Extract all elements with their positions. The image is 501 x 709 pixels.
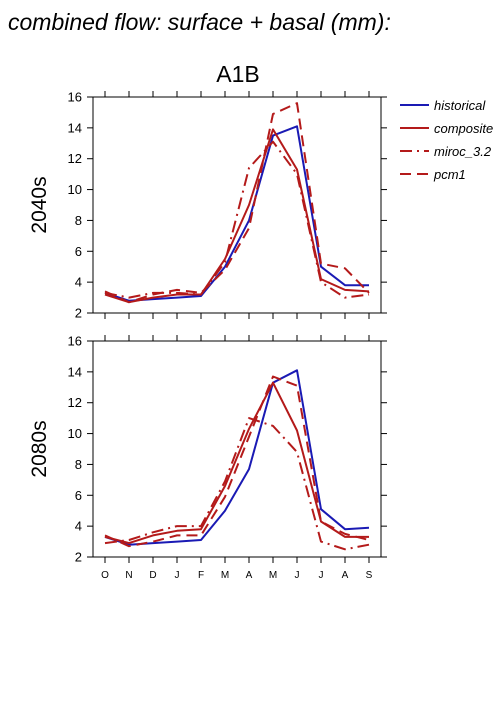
y-tick-label: 8 <box>75 457 82 472</box>
y-tick-label: 2 <box>75 306 82 321</box>
y-tick-label: 8 <box>75 213 82 228</box>
plot-frame <box>92 96 382 314</box>
legend-label: pcm1 <box>433 167 466 182</box>
series-line-composite <box>104 128 370 304</box>
legend: historical composite miroc_3.2 pcm1 <box>400 98 493 182</box>
series-line-miroc_3.2 <box>104 140 370 299</box>
x-tick-label: J <box>295 570 300 581</box>
y-tick-label: 16 <box>68 334 82 349</box>
legend-label: composite <box>434 121 493 136</box>
panel-2080s: 2 4 6 8 10 12 14 16 O N D J F M A M J J A S 2080s <box>28 334 387 581</box>
x-tick-label: N <box>125 570 132 581</box>
x-tick-label: J <box>175 570 180 581</box>
x-tick-label: A <box>342 570 349 581</box>
y-axis-label: 2040s <box>28 176 51 233</box>
series-line-pcm1 <box>104 102 370 304</box>
plot-frame <box>92 340 382 558</box>
x-tick-label: A <box>246 570 253 581</box>
legend-label: historical <box>434 98 486 113</box>
y-tick-label: 10 <box>68 182 82 197</box>
panel-2040s: 2 4 6 8 10 12 14 16 2040s <box>28 90 387 321</box>
series-line-historical <box>104 125 369 302</box>
y-tick-label: 16 <box>68 90 82 105</box>
x-tick-label: O <box>101 570 109 581</box>
y-tick-label: 4 <box>75 519 82 534</box>
y-tick-label: 6 <box>75 488 82 503</box>
series-line-pcm1 <box>104 375 370 548</box>
y-tick-label: 6 <box>75 244 82 259</box>
x-tick-label: S <box>366 570 373 581</box>
series-line-miroc_3.2 <box>104 417 370 551</box>
chart-panels: 2 4 6 8 10 12 14 16 2040s 2 4 6 8 10 12 14 16 O N D J F M A M J J A… <box>28 90 387 581</box>
x-tick-label: D <box>149 570 156 581</box>
y-tick-label: 4 <box>75 275 82 290</box>
series-line-composite <box>104 381 369 545</box>
y-tick-label: 12 <box>68 151 82 166</box>
y-tick-label: 12 <box>68 395 82 410</box>
figure-title: combined flow: surface + basal (mm): <box>8 9 391 35</box>
x-tick-label: M <box>221 570 229 581</box>
x-tick-label: M <box>269 570 277 581</box>
y-tick-label: 2 <box>75 550 82 565</box>
x-tick-label: J <box>319 570 324 581</box>
y-axis-label: 2080s <box>28 420 51 477</box>
series-line-historical <box>104 369 370 546</box>
y-tick-label: 10 <box>68 426 82 441</box>
x-tick-label: F <box>198 570 204 581</box>
y-tick-label: 14 <box>68 364 82 379</box>
legend-label: miroc_3.2 <box>434 144 492 159</box>
scenario-title: A1B <box>216 61 259 87</box>
y-tick-label: 14 <box>68 120 82 135</box>
